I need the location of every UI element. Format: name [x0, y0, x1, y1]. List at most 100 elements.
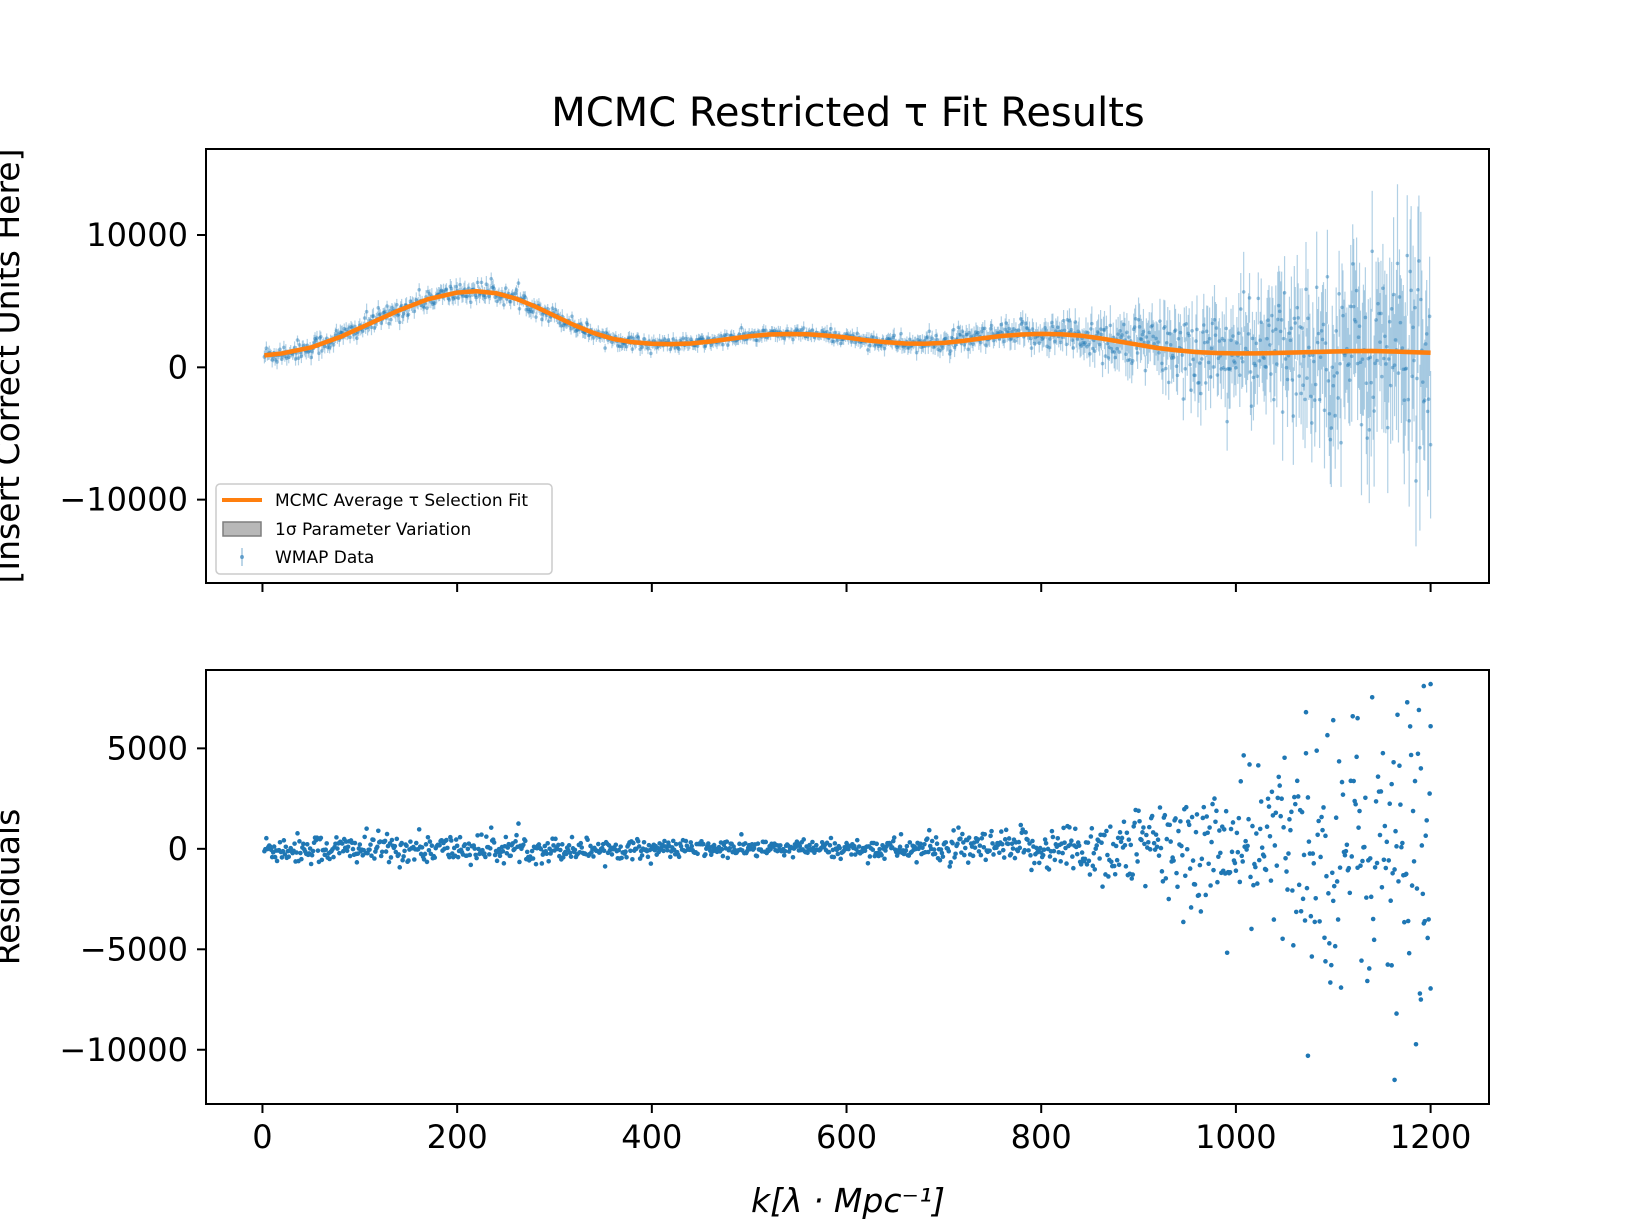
residual-point	[1043, 841, 1049, 846]
wmap-point	[976, 330, 980, 335]
residual-point	[849, 852, 854, 857]
residual-point	[1414, 886, 1420, 891]
wmap-point	[1365, 436, 1370, 440]
wmap-point	[936, 347, 940, 352]
wmap-point	[1235, 341, 1239, 345]
wmap-point	[1160, 361, 1164, 366]
wmap-point	[1356, 335, 1361, 340]
residual-point	[1112, 871, 1118, 877]
wmap-point	[1029, 346, 1034, 350]
wmap-point	[1330, 365, 1335, 370]
wmap-point	[273, 357, 277, 362]
residual-point	[437, 843, 442, 848]
wmap-point	[338, 330, 343, 335]
wmap-point	[1249, 404, 1254, 408]
wmap-point	[1304, 287, 1308, 292]
wmap-point	[443, 288, 448, 292]
residual-point	[1241, 753, 1246, 758]
wmap-point	[1183, 367, 1188, 371]
wmap-point	[1283, 357, 1288, 361]
top-y-ticks: −10000 0 10000	[59, 216, 206, 519]
wmap-point	[508, 299, 513, 304]
wmap-point	[1125, 330, 1129, 335]
residual-point	[703, 852, 708, 857]
residual-point	[883, 848, 888, 853]
residual-point	[327, 856, 332, 862]
wmap-point	[1120, 333, 1124, 337]
residual-point	[1274, 863, 1280, 868]
wmap-point	[362, 316, 367, 320]
wmap-point	[1318, 355, 1323, 359]
residual-point	[292, 841, 297, 846]
residual-point	[1037, 845, 1043, 851]
residual-point	[1040, 852, 1046, 858]
wmap-point	[666, 338, 671, 342]
residual-point	[1283, 856, 1288, 861]
wmap-point	[507, 299, 512, 304]
wmap-point	[983, 343, 988, 347]
wmap-point	[995, 330, 1000, 335]
wmap-point	[1109, 346, 1114, 351]
wmap-point	[1009, 336, 1013, 341]
residual-point	[1010, 846, 1016, 851]
residual-point	[1184, 846, 1190, 852]
wmap-point	[719, 334, 723, 338]
residual-point	[1168, 839, 1173, 844]
wmap-point	[1091, 346, 1095, 351]
wmap-point	[1205, 340, 1210, 344]
wmap-point	[1141, 329, 1146, 334]
wmap-point	[969, 334, 973, 339]
wmap-point	[950, 336, 955, 341]
wmap-point	[1367, 428, 1372, 432]
wmap-point	[1164, 340, 1169, 345]
residual-point	[938, 847, 944, 852]
wmap-point	[439, 288, 444, 293]
wmap-point	[475, 280, 480, 285]
wmap-point	[1037, 341, 1042, 345]
residual-point	[1227, 869, 1233, 875]
wmap-point	[376, 306, 381, 310]
wmap-point	[761, 328, 765, 333]
wmap-point	[1414, 479, 1418, 483]
residual-point	[482, 851, 487, 856]
wmap-point	[885, 336, 890, 341]
wmap-point	[339, 330, 344, 335]
legend-box	[215, 483, 553, 575]
wmap-point	[1071, 346, 1076, 350]
wmap-point	[1186, 331, 1191, 336]
residual-point	[956, 825, 961, 830]
wmap-point	[1319, 329, 1324, 333]
residual-point	[1008, 851, 1014, 857]
wmap-point	[1176, 336, 1181, 341]
residual-point	[352, 840, 358, 846]
wmap-point	[979, 340, 983, 345]
wmap-point	[278, 347, 282, 352]
residual-point	[1285, 887, 1290, 892]
residual-point	[1311, 861, 1317, 866]
residual-point	[1372, 865, 1378, 870]
legend-entry-data: WMAP Data	[275, 548, 374, 568]
wmap-point	[1298, 325, 1302, 329]
residual-point	[965, 860, 971, 865]
residual-point	[1353, 801, 1358, 807]
wmap-point	[422, 305, 426, 310]
wmap-point	[1388, 383, 1393, 388]
wmap-point	[504, 286, 508, 290]
wmap-point	[630, 347, 635, 351]
wmap-point	[1316, 331, 1321, 336]
wmap-point	[1315, 340, 1320, 345]
wmap-point	[1088, 352, 1092, 356]
residual-point	[1106, 874, 1111, 879]
residual-point	[1099, 840, 1104, 846]
residual-point	[558, 847, 563, 853]
wmap-point	[1087, 342, 1091, 347]
wmap-point	[879, 344, 884, 348]
residual-point	[1329, 870, 1335, 876]
residual-point	[1244, 847, 1249, 852]
residual-point	[1269, 789, 1275, 795]
residual-point	[1302, 918, 1308, 923]
wmap-point	[1291, 414, 1296, 418]
wmap-point	[1017, 328, 1021, 333]
residual-point	[1115, 835, 1121, 841]
residual-point	[497, 853, 503, 859]
